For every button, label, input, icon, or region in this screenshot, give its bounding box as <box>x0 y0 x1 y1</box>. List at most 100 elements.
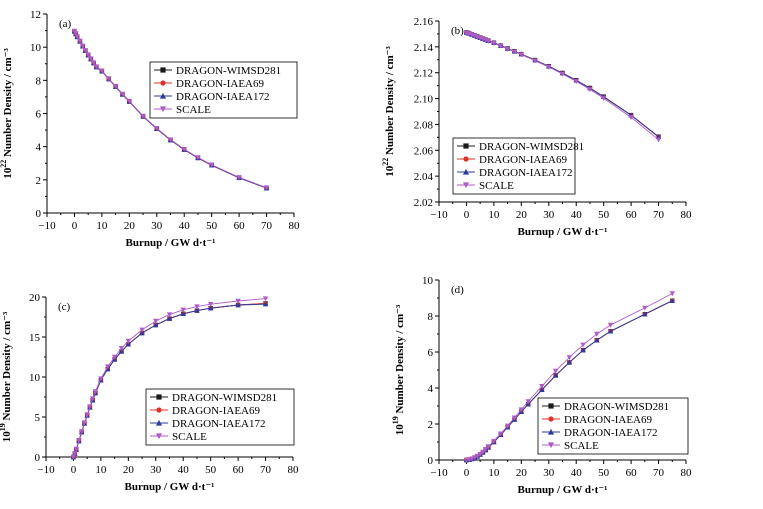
y-tick-label: 0 <box>428 455 434 467</box>
legend-marker <box>462 182 470 189</box>
y-axis-title: 1022 Number Density / cm⁻³ <box>381 46 396 177</box>
legend-marker <box>160 80 166 86</box>
data-point <box>89 396 96 402</box>
series-line <box>466 31 659 138</box>
data-point <box>82 48 89 54</box>
data-point <box>73 446 79 452</box>
legend-label: DRAGON-IAEA69 <box>479 154 567 166</box>
legend-marker <box>548 416 554 422</box>
data-point <box>153 318 159 324</box>
data-point <box>77 38 83 44</box>
x-tick-label: 80 <box>681 209 693 221</box>
data-point <box>518 407 525 413</box>
legend-marker <box>159 106 167 113</box>
legend: DRAGON-WIMSD281DRAGON-IAEA69DRAGON-IAEA1… <box>145 388 295 446</box>
data-point <box>498 431 504 437</box>
x-tick-label: 50 <box>205 464 217 476</box>
x-tick-label: 40 <box>179 220 191 232</box>
x-tick-label: 30 <box>151 220 163 232</box>
data-point <box>498 43 504 49</box>
legend-label: DRAGON-IAEA69 <box>176 78 264 90</box>
data-point <box>88 56 94 62</box>
data-point <box>566 359 573 365</box>
data-point <box>559 71 566 77</box>
x-tick-label: 40 <box>178 464 190 476</box>
legend-marker <box>155 419 163 426</box>
legend-marker <box>547 442 555 449</box>
legend-label: DRAGON-WIMSD281 <box>172 392 277 404</box>
x-tick-label: 10 <box>488 209 500 221</box>
data-point <box>71 28 78 34</box>
y-tick-label: 8 <box>36 75 42 87</box>
data-point <box>195 155 201 161</box>
y-axis-title: 1019 Number Density / cm⁻³ <box>391 304 406 435</box>
series-dragon-wimsd281 <box>464 30 661 139</box>
data-point <box>90 60 97 66</box>
y-tick-label: 0 <box>35 452 41 464</box>
data-point <box>262 296 269 302</box>
x-tick-label: 0 <box>464 467 470 479</box>
data-point <box>607 322 614 328</box>
data-point <box>78 429 85 435</box>
data-point <box>655 137 662 143</box>
data-point <box>532 58 538 64</box>
x-tick-label: 40 <box>571 467 583 479</box>
legend-marker <box>156 394 162 400</box>
data-point <box>628 115 634 121</box>
data-point <box>85 52 91 58</box>
data-point <box>669 291 675 297</box>
y-tick-label: 10 <box>30 42 42 54</box>
y-tick-label: 2.16 <box>414 16 434 28</box>
x-tick-label: 30 <box>150 464 162 476</box>
y-tick-label: 12 <box>30 9 41 21</box>
data-point <box>263 185 270 191</box>
data-point <box>482 447 489 452</box>
data-point <box>566 355 573 361</box>
legend-box <box>149 61 298 119</box>
data-point <box>73 31 79 37</box>
data-point <box>552 372 559 378</box>
y-tick-label: 2.04 <box>414 171 434 183</box>
data-point <box>480 449 486 455</box>
y-tick-label: 20 <box>29 292 41 304</box>
series-scale <box>70 296 269 460</box>
legend-label: DRAGON-WIMSD281 <box>176 65 281 77</box>
data-point <box>99 68 105 74</box>
data-point <box>76 438 82 443</box>
x-tick-label: 70 <box>260 464 272 476</box>
data-point <box>207 302 214 307</box>
data-point <box>600 96 607 102</box>
data-point <box>140 113 146 119</box>
x-axis-title: Burnup / GW d·t⁻¹ <box>518 226 608 238</box>
data-point <box>539 384 545 389</box>
data-point <box>208 162 215 168</box>
data-point <box>546 64 552 70</box>
y-tick-label: 8 <box>428 311 434 323</box>
legend-label: DRAGON-IAEA172 <box>564 427 658 439</box>
x-tick-label: 60 <box>626 467 638 479</box>
data-point <box>112 83 119 89</box>
series-line <box>466 32 659 138</box>
data-point <box>235 298 241 304</box>
data-point <box>235 302 241 308</box>
legend-label: SCALE <box>176 104 211 116</box>
legend-label: DRAGON-WIMSD281 <box>564 401 669 413</box>
data-point <box>81 420 88 426</box>
data-point <box>594 337 600 343</box>
data-point <box>126 98 133 104</box>
legend-marker <box>159 92 167 99</box>
y-tick-label: 2.12 <box>414 68 433 80</box>
data-point <box>642 305 648 311</box>
legend-marker <box>463 143 469 149</box>
y-tick-label: 10 <box>29 372 41 384</box>
panel-2: −10 0 10 20 30 40 50 60 70 80 2.02 2.04 2.06 2.08 2.10… <box>381 16 692 238</box>
x-tick-label: 0 <box>464 209 470 221</box>
data-point <box>236 175 242 181</box>
data-point <box>552 368 559 374</box>
data-point <box>79 43 86 49</box>
data-point <box>106 76 112 82</box>
y-tick-label: 2.10 <box>414 94 434 106</box>
y-tick-label: 2 <box>428 419 434 431</box>
